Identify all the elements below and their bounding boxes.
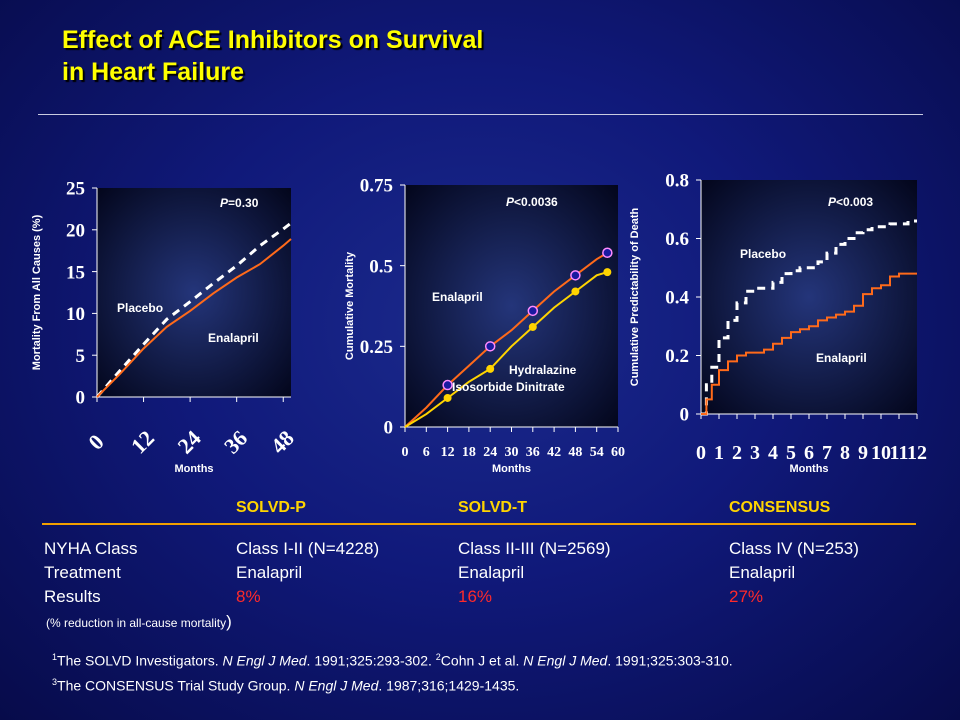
- x-tick-label: 36: [526, 445, 540, 460]
- y-tick-label: 0.25: [360, 337, 393, 358]
- x-tick-label: 10: [871, 442, 891, 464]
- chart-solvd-t: 00.250.50.750 6 12 18 24 30 36 42 48 54 60Cumulati…: [344, 176, 625, 475]
- x-tick-label: 2: [732, 442, 742, 464]
- x-tick-label: 12: [907, 442, 927, 464]
- y-axis-label: Mortality From All Causes (%): [31, 214, 43, 370]
- x-tick-label: 30: [505, 445, 519, 460]
- x-tick-label: 0: [696, 442, 706, 464]
- x-tick-label: 12: [126, 425, 159, 458]
- x-axis-label: Months: [174, 463, 213, 475]
- y-tick-label: 0.8: [665, 171, 689, 192]
- data-point-hydralazine: [603, 268, 612, 277]
- y-tick-label: 0.4: [665, 288, 689, 309]
- x-tick-label: 4: [768, 442, 778, 464]
- x-tick-label: 60: [611, 445, 625, 460]
- x-tick-label: 8: [840, 442, 850, 464]
- x-tick-label: 6: [804, 442, 814, 464]
- chart-consensus: 00.20.40.60.80 1 2 3 4 5 6 7 8 9 101112Cumulative …: [629, 171, 927, 475]
- data-point-enalapril: [602, 247, 613, 259]
- x-tick-label: 54: [590, 445, 604, 460]
- data-point-enalapril: [484, 341, 496, 352]
- y-tick-label: 0.75: [360, 176, 393, 197]
- data-point-enalapril: [527, 305, 539, 317]
- x-tick-label: 1: [714, 442, 724, 464]
- series-line-hydralazine: [404, 271, 608, 428]
- x-tick-label: 48: [266, 425, 299, 458]
- x-tick-label: 9: [858, 442, 868, 464]
- x-tick-label: 24: [483, 445, 497, 460]
- x-tick-label: 48: [568, 445, 582, 460]
- plot-area: [701, 180, 917, 414]
- x-tick-label: 0: [83, 429, 108, 454]
- y-tick-label: 10: [66, 304, 85, 325]
- plot-area: [405, 185, 618, 427]
- data-point-hydralazine: [571, 287, 580, 296]
- series-line-placebo: [701, 219, 917, 416]
- slide-title-line-1: Effect of ACE Inhibitors on Survival: [62, 26, 484, 54]
- y-tick-label: 0: [680, 405, 690, 426]
- y-axis-label: Cumulative Mortality: [344, 251, 356, 360]
- y-tick-label: 15: [66, 262, 85, 283]
- chart-solvd-p: 0 5 10 15 20 25 0 12 24 36 48 Mortality From All Ca…: [31, 179, 299, 475]
- x-tick-label: 5: [786, 442, 796, 464]
- chart3-label-enalapril: Enalapril: [816, 351, 867, 365]
- x-tick-label: 36: [219, 425, 252, 458]
- series-line-enalapril: [701, 272, 917, 415]
- title-divider: [38, 114, 923, 115]
- y-tick-label: 0.6: [665, 229, 689, 250]
- chart1-p-value: P=0.30: [220, 196, 259, 210]
- x-axis-label: Months: [789, 463, 828, 475]
- y-tick-label: 0: [76, 388, 86, 409]
- y-tick-label: 5: [76, 346, 86, 367]
- chart1-label-enalapril: Enalapril: [208, 331, 259, 345]
- series-line-enalapril: [96, 238, 292, 398]
- x-tick-label: 6: [423, 445, 430, 460]
- x-tick-label: 7: [822, 442, 832, 464]
- x-tick-label: 42: [547, 445, 561, 460]
- x-axis-label: Months: [492, 463, 531, 475]
- y-tick-label: 0.5: [369, 256, 393, 277]
- y-tick-label: 0.2: [665, 346, 689, 367]
- x-tick-label: 24: [172, 425, 205, 458]
- data-point-enalapril: [442, 379, 453, 391]
- chart2-label-isosorbide: Isosorbide Dinitrate: [452, 380, 565, 394]
- series-line-enalapril: [404, 251, 608, 428]
- slide-title: Effect of ACE Inhibitors on Survival in …: [62, 24, 483, 88]
- chart3-label-placebo: Placebo: [740, 247, 786, 261]
- data-point-enalapril: [570, 270, 581, 281]
- y-tick-label: 25: [66, 179, 85, 200]
- x-tick-label: 11: [890, 442, 909, 464]
- y-axis-label: Cumulative Predictability of Death: [629, 207, 641, 386]
- chart2-label-hydralazine: Hydralazine: [509, 363, 577, 377]
- x-tick-label: 18: [462, 445, 476, 460]
- chart1-label-placebo: Placebo: [117, 301, 163, 315]
- chart2-label-enalapril: Enalapril: [432, 290, 483, 304]
- x-tick-label: 12: [441, 445, 455, 460]
- data-point-hydralazine: [528, 322, 537, 331]
- x-tick-label: 3: [750, 442, 760, 464]
- slide-title-line-2: in Heart Failure: [62, 58, 244, 86]
- y-tick-label: 0: [384, 418, 394, 439]
- chart2-p-value: P<0.0036: [506, 195, 558, 209]
- y-tick-label: 20: [66, 220, 85, 241]
- chart3-p-value: P<0.003: [828, 195, 873, 209]
- x-tick-label: 0: [402, 445, 409, 460]
- data-point-hydralazine: [443, 393, 452, 402]
- data-point-hydralazine: [486, 364, 495, 373]
